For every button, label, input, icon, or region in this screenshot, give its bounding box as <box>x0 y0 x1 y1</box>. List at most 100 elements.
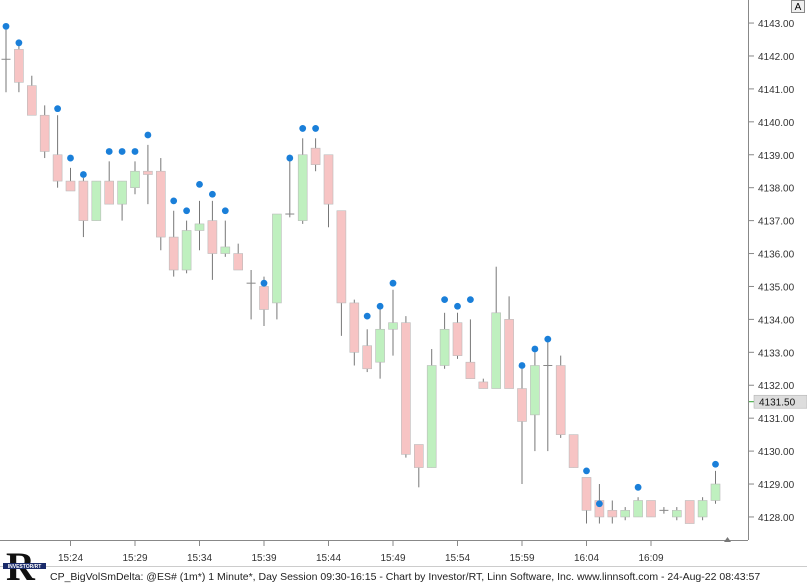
y-tick-label: 4139.00 <box>758 151 795 162</box>
candle-body <box>117 180 127 205</box>
signal-dot <box>2 22 10 30</box>
candle-body <box>168 236 179 271</box>
candle <box>52 115 63 188</box>
signal-dot <box>183 207 191 215</box>
signal-dot <box>583 467 590 475</box>
candle-body <box>52 154 63 182</box>
candle-body <box>478 381 489 389</box>
candle-body <box>181 230 192 271</box>
signal-dot <box>286 154 294 162</box>
candle <box>272 213 282 320</box>
candle-body <box>710 483 721 501</box>
candle <box>684 500 695 524</box>
signal-dot <box>221 207 229 215</box>
signal-dot <box>544 335 552 343</box>
y-tick-label: 4132.00 <box>758 381 795 392</box>
candle-body <box>143 170 153 175</box>
signal-dot <box>196 180 203 188</box>
candle-body <box>336 210 347 304</box>
candle <box>156 158 166 251</box>
signal-dot <box>312 125 319 132</box>
x-tick-label: 15:34 <box>187 553 212 564</box>
y-tick-label: 4136.00 <box>758 250 795 261</box>
candle <box>375 309 385 379</box>
signal-dot <box>15 39 23 47</box>
autoscale-button[interactable]: A <box>791 0 805 14</box>
candle <box>620 507 631 521</box>
x-tick-label: 15:44 <box>316 553 341 564</box>
candle <box>349 299 360 366</box>
candle-body <box>646 500 656 518</box>
x-tick-label: 15:54 <box>445 553 470 564</box>
candle <box>401 316 411 458</box>
signal-dot <box>54 105 61 113</box>
last-price-tag: 4131.50 <box>749 394 807 409</box>
y-tick-label: 4133.00 <box>758 348 795 359</box>
candle <box>426 349 437 468</box>
candle <box>491 266 502 389</box>
scroll-end-marker[interactable] <box>724 537 731 542</box>
signal-dot <box>105 148 113 155</box>
y-tick-label: 4129.00 <box>758 480 795 491</box>
signal-dot <box>596 500 603 508</box>
candle-body <box>65 180 76 192</box>
candle-body <box>39 114 50 152</box>
x-tick-label: 16:04 <box>574 553 599 564</box>
signal-dot <box>467 296 474 304</box>
y-tick-label: 4134.00 <box>758 315 795 326</box>
candle <box>117 180 127 221</box>
candle <box>671 507 682 521</box>
candle-body <box>26 85 37 116</box>
candle-body <box>413 444 424 468</box>
candles <box>1 29 721 524</box>
candle <box>697 497 708 521</box>
candle-body <box>388 322 398 330</box>
candle <box>581 477 592 524</box>
last-price-box <box>753 394 807 409</box>
candle-body <box>568 434 579 468</box>
y-tick-label: 4140.00 <box>758 118 795 129</box>
y-tick-label: 4141.00 <box>758 85 795 96</box>
candle <box>710 470 721 504</box>
autoscale-button-label: A <box>795 2 802 13</box>
candle <box>504 296 514 389</box>
candle <box>323 154 334 228</box>
footer-caption: CP_BigVolSmDelta: @ES# (1m*) 1 Minute*, … <box>50 571 760 583</box>
signal-dot <box>67 154 74 162</box>
candle <box>362 329 373 373</box>
signal-dot <box>712 460 719 468</box>
candle <box>646 500 656 518</box>
candle <box>26 75 37 116</box>
candle-body <box>581 477 592 511</box>
candle-body <box>297 154 308 221</box>
candle <box>297 138 308 224</box>
signal-dot <box>170 197 178 205</box>
x-tick-label: 15:39 <box>251 553 276 564</box>
signal-dot <box>518 362 526 369</box>
signal-dot <box>144 131 152 139</box>
candle-body <box>194 223 205 231</box>
candle <box>478 378 489 389</box>
candle-body <box>530 365 540 416</box>
signal-dot <box>363 312 371 320</box>
candle <box>439 312 450 369</box>
candle <box>543 342 553 452</box>
candle-body <box>633 500 643 518</box>
candle-body <box>220 246 231 254</box>
candle <box>168 210 179 277</box>
x-tick-label: 15:59 <box>509 553 534 564</box>
candle <box>220 220 231 257</box>
logo-banner <box>3 563 46 569</box>
candle <box>1 29 11 93</box>
x-tick-label: 15:49 <box>380 553 405 564</box>
y-tick-label: 4137.00 <box>758 217 795 228</box>
candle-body <box>504 319 514 389</box>
signal-dot <box>80 171 87 178</box>
signal-dot <box>389 279 397 287</box>
candle-body <box>310 147 321 165</box>
candle <box>130 161 140 195</box>
candle <box>143 144 153 205</box>
candle <box>633 497 643 518</box>
